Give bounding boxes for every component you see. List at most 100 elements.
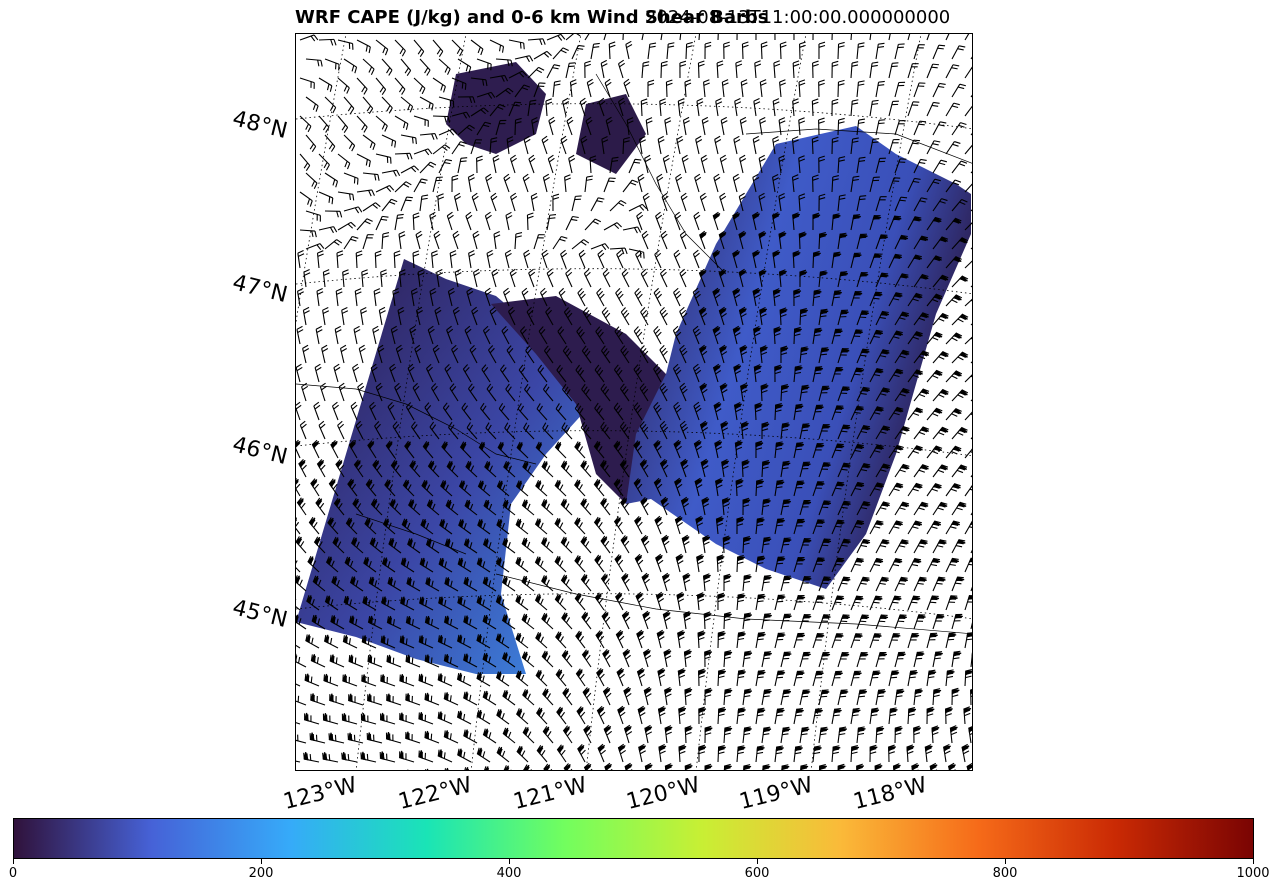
wind-barb: [926, 407, 943, 421]
wind-barb: [850, 367, 864, 383]
wind-barb: [463, 691, 478, 706]
wind-barb: [598, 97, 606, 117]
wind-barb: [951, 576, 965, 592]
wind-barb: [603, 34, 607, 41]
wind-barb: [526, 306, 535, 326]
wind-barb: [780, 613, 792, 630]
wind-barb: [780, 726, 791, 744]
wind-barb: [875, 614, 889, 630]
wind-barb: [945, 34, 950, 41]
wind-barb: [894, 81, 906, 98]
lat-label-45: 45°N: [229, 595, 290, 634]
wind-barb: [318, 153, 330, 171]
wind-barb: [303, 712, 320, 725]
wind-barb: [640, 307, 649, 326]
wind-barb: [856, 348, 870, 364]
wind-barb: [385, 440, 396, 459]
wind-barb: [721, 497, 730, 516]
wind-barb: [533, 50, 552, 60]
wind-barb: [334, 325, 342, 345]
wind-barb: [399, 674, 415, 687]
wind-barb: [454, 268, 462, 288]
wind-barb: [628, 158, 642, 174]
wind-barb: [926, 216, 942, 231]
wind-barb: [672, 363, 682, 383]
colorbar-tick: [509, 859, 510, 864]
wind-barb: [407, 538, 421, 554]
wind-barb: [515, 632, 529, 649]
wind-barb: [533, 82, 546, 98]
wind-barb: [621, 610, 631, 630]
wind-barb: [641, 34, 644, 41]
wind-barb: [324, 134, 336, 152]
wind-barb: [381, 232, 390, 250]
wind-barb: [458, 480, 472, 497]
wind-barb: [874, 763, 883, 770]
wind-barb: [635, 591, 644, 611]
wind-barb: [438, 596, 453, 611]
wind-barb: [590, 243, 610, 251]
wind-barb: [679, 420, 689, 440]
wind-barb: [888, 62, 899, 79]
wind-barb: [656, 173, 664, 193]
wind-barb: [907, 369, 924, 383]
wind-barb: [484, 766, 491, 770]
wind-barb: [600, 497, 611, 516]
wind-barb: [400, 165, 420, 174]
meridian-line: [355, 34, 467, 770]
wind-barb: [869, 633, 882, 649]
wind-barb: [356, 153, 371, 168]
wind-barb: [535, 707, 548, 725]
wind-barb: [299, 115, 312, 133]
wind-barb: [964, 557, 972, 573]
wind-barb: [427, 460, 440, 478]
wind-barb: [951, 237, 968, 250]
wind-barb: [696, 98, 704, 117]
wind-barb: [343, 172, 359, 185]
wind-barb: [951, 426, 968, 440]
wind-barb: [516, 441, 529, 459]
wind-barb: [482, 614, 497, 630]
wind-barb: [945, 706, 953, 725]
wind-barb: [913, 82, 926, 98]
wind-barb: [913, 158, 927, 174]
wind-barb: [392, 421, 402, 440]
wind-barb: [684, 79, 692, 98]
wind-barb: [614, 554, 624, 573]
wind-barb: [364, 517, 377, 535]
wind-barb: [521, 575, 535, 592]
wind-barb: [463, 615, 478, 630]
wind-barb: [894, 311, 910, 326]
wind-barb: [483, 499, 497, 516]
wind-barb: [461, 402, 472, 421]
wind-barb: [600, 573, 611, 592]
wind-barb: [431, 250, 438, 269]
wind-barb: [659, 306, 668, 326]
wind-barb: [640, 496, 649, 516]
wind-barb: [798, 79, 806, 98]
wind-barb: [926, 63, 939, 79]
wind-barb: [434, 306, 442, 326]
wind-barb: [537, 364, 548, 383]
wind-barb: [666, 42, 675, 60]
wind-barb: [594, 592, 605, 611]
wind-barb: [554, 479, 567, 497]
wind-barb: [489, 39, 505, 53]
wind-barb: [774, 364, 783, 383]
wind-barb: [818, 155, 825, 174]
wind-barb: [716, 554, 725, 573]
wind-barb: [951, 83, 966, 98]
wind-barb: [566, 116, 574, 136]
wind-barb: [932, 651, 943, 668]
wind-barb: [926, 101, 940, 117]
wind-barb: [534, 518, 548, 535]
wind-barb: [664, 725, 673, 744]
wind-barb: [581, 649, 592, 668]
wind-barb: [580, 422, 592, 440]
wind-barb: [478, 441, 491, 459]
wind-barb: [869, 291, 883, 307]
wind-barb: [296, 599, 301, 611]
wind-barb: [869, 138, 880, 155]
wind-barb: [856, 424, 871, 440]
wind-barb: [347, 693, 364, 706]
